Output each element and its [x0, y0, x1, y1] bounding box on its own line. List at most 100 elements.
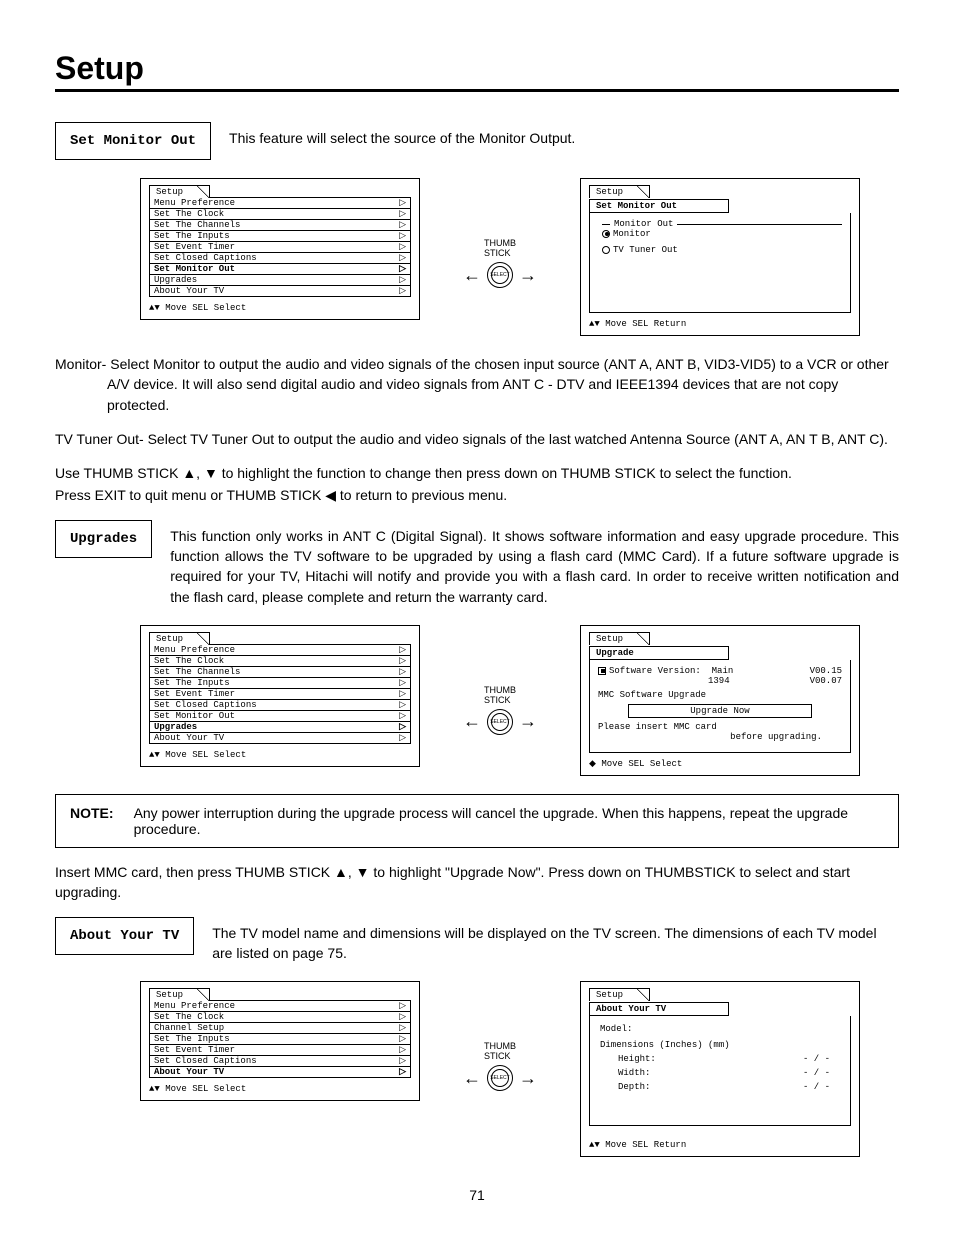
menu-item: About Your TV▷ — [149, 286, 411, 297]
1394-version: V00.07 — [810, 676, 842, 686]
menu-item: Set Event Timer▷ — [149, 689, 411, 700]
thumb-stick-indicator: THUMBSTICK ← SELECT → — [420, 178, 580, 292]
detail-subtab: Set Monitor Out — [589, 199, 729, 213]
height-label: Height: — [618, 1054, 656, 1064]
set-monitor-out-desc: This feature will select the source of t… — [229, 122, 899, 148]
depth-label: Depth: — [618, 1082, 650, 1092]
thumb-instruction-2: Press EXIT to quit menu or THUMB STICK ◀… — [55, 485, 899, 505]
setup-menu-screen-2: Setup Menu Preference▷Set The Clock▷Set … — [140, 625, 420, 767]
menu-item: Menu Preference▷ — [149, 1001, 411, 1012]
main-label: Main — [712, 666, 734, 676]
tvtuner-para: TV Tuner Out- Select TV Tuner Out to out… — [55, 429, 899, 449]
thumb-circle-icon: SELECT — [487, 1065, 513, 1091]
1394-label: 1394 — [598, 676, 730, 686]
upgrade-now-button: Upgrade Now — [628, 704, 812, 718]
figure-row-2: Setup Menu Preference▷Set The Clock▷Set … — [140, 625, 899, 776]
detail-subtab: About Your TV — [589, 1002, 729, 1016]
menu-item: Set Monitor Out▷ — [149, 264, 411, 275]
arrow-right-icon: → — [519, 1068, 537, 1089]
model-label: Model: — [600, 1024, 840, 1034]
menu-item: About Your TV▷ — [149, 733, 411, 744]
page-number: 71 — [55, 1187, 899, 1203]
setup-menu-screen-3: Setup Menu Preference▷Set The Clock▷Chan… — [140, 981, 420, 1101]
sw-ver-label: Software Version: — [609, 666, 701, 676]
note-box: NOTE: Any power interruption during the … — [55, 794, 899, 848]
menu-item: Set The Inputs▷ — [149, 1034, 411, 1045]
thumb-circle-icon: SELECT — [487, 262, 513, 288]
depth-val: - / - — [803, 1082, 830, 1092]
menu-item: Upgrades▷ — [149, 275, 411, 286]
thumb-stick-indicator: THUMBSTICK ← SELECT → — [420, 981, 580, 1095]
menu-item: Set Closed Captions▷ — [149, 700, 411, 711]
figure-row-1: Setup Menu Preference▷Set The Clock▷Set … — [140, 178, 899, 336]
menu-item: Set The Channels▷ — [149, 220, 411, 231]
upgrades-desc: This function only works in ANT C (Digit… — [170, 520, 899, 607]
thumb-label: THUMBSTICK — [484, 238, 516, 258]
menu-item: Upgrades▷ — [149, 722, 411, 733]
figure-row-3: Setup Menu Preference▷Set The Clock▷Chan… — [140, 981, 899, 1157]
thumb-instruction-1: Use THUMB STICK ▲, ▼ to highlight the fu… — [55, 463, 899, 483]
menu-item: Set The Clock▷ — [149, 209, 411, 220]
about-tv-label: About Your TV — [55, 917, 194, 955]
screen-footer: ▲▼ Move SEL Return — [589, 1140, 851, 1150]
menu-item: About Your TV▷ — [149, 1067, 411, 1078]
height-val: - / - — [803, 1054, 830, 1064]
setup-tab: Setup — [149, 185, 210, 198]
upgrades-label: Upgrades — [55, 520, 152, 558]
page-title: Setup — [55, 50, 899, 92]
about-tv-detail-screen: Setup About Your TV Model: Dimensions (I… — [580, 981, 860, 1157]
set-monitor-out-label: Set Monitor Out — [55, 122, 211, 160]
radio-icon — [602, 246, 610, 254]
note-label: NOTE: — [70, 805, 114, 837]
about-tv-desc: The TV model name and dimensions will be… — [212, 917, 899, 964]
after-note-para: Insert MMC card, then press THUMB STICK … — [55, 862, 899, 903]
width-label: Width: — [618, 1068, 650, 1078]
setup-tab: Setup — [589, 632, 650, 645]
menu-item: Channel Setup▷ — [149, 1023, 411, 1034]
arrow-right-icon: → — [519, 265, 537, 286]
menu-item: Set Event Timer▷ — [149, 1045, 411, 1056]
mmc-label: MMC Software Upgrade — [598, 690, 842, 700]
note-text: Any power interruption during the upgrad… — [134, 805, 884, 837]
screen-footer: ▲▼ Move SEL Select — [149, 1084, 411, 1094]
radio-selected-icon — [602, 230, 610, 238]
width-val: - / - — [803, 1068, 830, 1078]
screen-footer: ▲▼ Move SEL Select — [149, 750, 411, 760]
menu-item: Set The Channels▷ — [149, 667, 411, 678]
menu-item: Set The Clock▷ — [149, 1012, 411, 1023]
menu-item: Set Event Timer▷ — [149, 242, 411, 253]
menu-item: Set Closed Captions▷ — [149, 253, 411, 264]
arrow-left-icon: ← — [463, 265, 481, 286]
detail-subtab: Upgrade — [589, 646, 729, 660]
opt-tvtuner: TV Tuner Out — [613, 245, 678, 255]
setup-tab: Setup — [589, 988, 650, 1001]
arrow-left-icon: ← — [463, 711, 481, 732]
opt-monitor: Monitor — [613, 229, 651, 239]
insert-msg-1: Please insert MMC card — [598, 722, 842, 732]
insert-msg-2: before upgrading. — [598, 732, 842, 742]
monitor-out-detail-screen: Setup Set Monitor Out Monitor Out Monito… — [580, 178, 860, 336]
dimensions-label: Dimensions (Inches) (mm) — [600, 1040, 840, 1050]
monitor-out-header: Monitor Out — [614, 219, 673, 229]
setup-tab: Setup — [149, 988, 210, 1001]
menu-item: Menu Preference▷ — [149, 645, 411, 656]
menu-item: Set The Clock▷ — [149, 656, 411, 667]
setup-menu-screen-1: Setup Menu Preference▷Set The Clock▷Set … — [140, 178, 420, 320]
thumb-label: THUMBSTICK — [484, 685, 516, 705]
setup-tab: Setup — [589, 185, 650, 198]
setup-tab: Setup — [149, 632, 210, 645]
screen-footer: ▲▼ Move SEL Return — [589, 319, 851, 329]
monitor-para: Monitor- Select Monitor to output the au… — [55, 354, 899, 415]
thumb-stick-indicator: THUMBSTICK ← SELECT → — [420, 625, 580, 739]
menu-item: Menu Preference▷ — [149, 198, 411, 209]
menu-item: Set Monitor Out▷ — [149, 711, 411, 722]
menu-item: Set Closed Captions▷ — [149, 1056, 411, 1067]
main-version: V00.15 — [810, 666, 842, 676]
square-icon — [598, 667, 606, 675]
screen-footer: ▲▼ Move SEL Select — [149, 303, 411, 313]
screen-footer: ◆ Move SEL Select — [589, 759, 851, 769]
upgrade-detail-screen: Setup Upgrade Software Version: Main V00… — [580, 625, 860, 776]
menu-item: Set The Inputs▷ — [149, 678, 411, 689]
thumb-circle-icon: SELECT — [487, 709, 513, 735]
menu-item: Set The Inputs▷ — [149, 231, 411, 242]
